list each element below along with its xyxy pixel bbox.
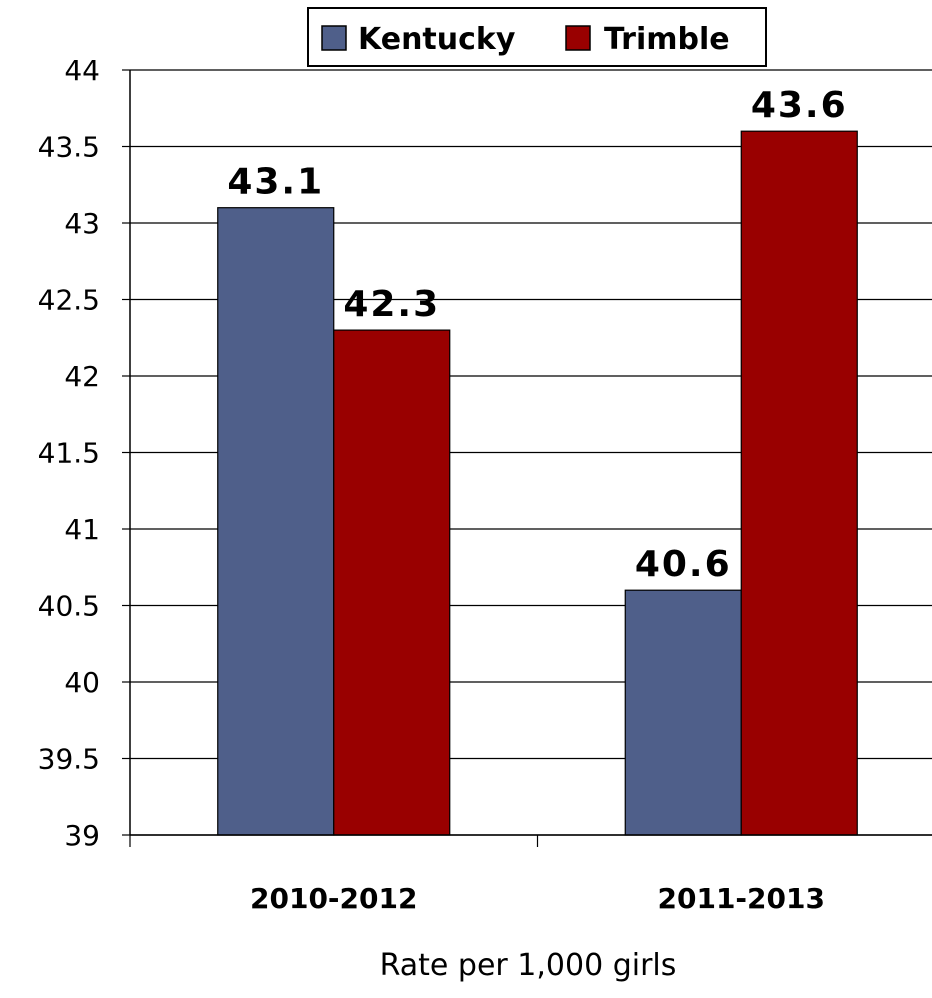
data-label: 43.6 — [751, 85, 848, 126]
data-label: 42.3 — [343, 284, 440, 325]
y-tick-label: 42.5 — [38, 284, 100, 317]
y-tick-label: 40 — [64, 666, 100, 699]
y-tick-label: 42 — [64, 360, 100, 393]
x-category-labels: 2010-2012 2011-2013 — [250, 882, 825, 915]
data-label: 43.1 — [227, 162, 324, 203]
x-category-label: 2011-2013 — [658, 882, 825, 915]
y-tick-label: 43 — [64, 207, 100, 240]
legend-label-trimble: Trimble — [604, 22, 730, 57]
legend: Kentucky Trimble — [307, 7, 767, 67]
bar-kentucky-2011-2013 — [624, 589, 742, 836]
y-tick-label: 41.5 — [38, 437, 100, 470]
x-category-label: 2010-2012 — [250, 882, 417, 915]
bar-trimble-2011-2013 — [740, 130, 858, 836]
axes — [122, 69, 932, 847]
legend-label-kentucky: Kentucky — [358, 22, 516, 57]
y-tick-label: 44 — [64, 54, 100, 87]
y-tick-labels: 39 39.5 40 40.5 41 41.5 42 42.5 43 43.5 44 — [38, 54, 100, 852]
bar-trimble-2010-2012 — [333, 329, 451, 836]
legend-frame — [307, 7, 767, 67]
legend-swatch-kentucky — [321, 25, 347, 51]
y-tick-label: 39.5 — [38, 743, 100, 776]
bar-kentucky-2010-2012 — [217, 207, 335, 836]
legend-swatch-trimble — [565, 25, 591, 51]
bars — [217, 130, 858, 836]
y-tick-label: 39 — [64, 819, 100, 852]
y-tick-label: 41 — [64, 513, 100, 546]
x-axis-title: Rate per 1,000 girls — [380, 948, 677, 983]
y-tick-label: 43.5 — [38, 131, 100, 164]
y-tick-label: 40.5 — [38, 590, 100, 623]
data-label: 40.6 — [635, 544, 732, 585]
data-labels: 43.1 42.3 40.6 43.6 — [227, 85, 848, 585]
